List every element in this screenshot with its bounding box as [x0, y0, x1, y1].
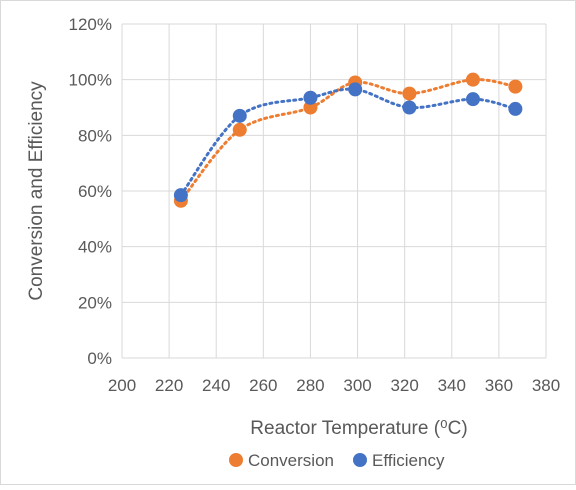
- data-point-conversion: [402, 86, 417, 101]
- y-tick-label: 60%: [78, 182, 112, 201]
- data-point-efficiency: [303, 90, 318, 105]
- y-axis-title: Conversion and Efficiency: [26, 81, 47, 301]
- x-axis-title: Reactor Temperature (⁰C): [250, 418, 467, 439]
- data-point-efficiency: [402, 100, 417, 115]
- y-tick-label: 0%: [87, 349, 112, 368]
- data-points: [173, 72, 523, 208]
- axis-labels: Conversion and Efficiency Reactor Temper…: [26, 15, 560, 439]
- x-tick-label: 340: [438, 376, 466, 395]
- x-tick-label: 200: [108, 376, 136, 395]
- x-tick-label: 280: [296, 376, 324, 395]
- y-tick-label: 120%: [69, 15, 112, 34]
- x-tick-label: 360: [485, 376, 513, 395]
- x-tick-label: 320: [390, 376, 418, 395]
- data-point-conversion: [303, 100, 318, 115]
- y-tick-label: 100%: [69, 71, 112, 90]
- data-point-efficiency: [173, 188, 188, 203]
- data-point-conversion: [465, 72, 480, 87]
- data-point-efficiency: [465, 92, 480, 107]
- x-tick-label: 220: [155, 376, 183, 395]
- x-tick-label: 300: [343, 376, 371, 395]
- y-tick-label: 40%: [78, 238, 112, 257]
- legend-marker-conversion: [229, 453, 243, 467]
- data-point-conversion: [232, 122, 247, 137]
- data-point-efficiency: [232, 108, 247, 123]
- x-tick-label: 380: [532, 376, 560, 395]
- legend-marker-efficiency: [353, 453, 367, 467]
- x-tick-label: 240: [202, 376, 230, 395]
- y-tick-label: 80%: [78, 126, 112, 145]
- data-point-efficiency: [348, 82, 363, 97]
- x-tick-label: 260: [249, 376, 277, 395]
- gridlines: [121, 23, 547, 359]
- data-point-conversion: [508, 79, 523, 94]
- legend: Conversion Efficiency: [229, 451, 445, 470]
- data-point-efficiency: [508, 101, 523, 116]
- legend-label-conversion: Conversion: [248, 451, 334, 470]
- legend-label-efficiency: Efficiency: [372, 451, 445, 470]
- y-tick-label: 20%: [78, 293, 112, 312]
